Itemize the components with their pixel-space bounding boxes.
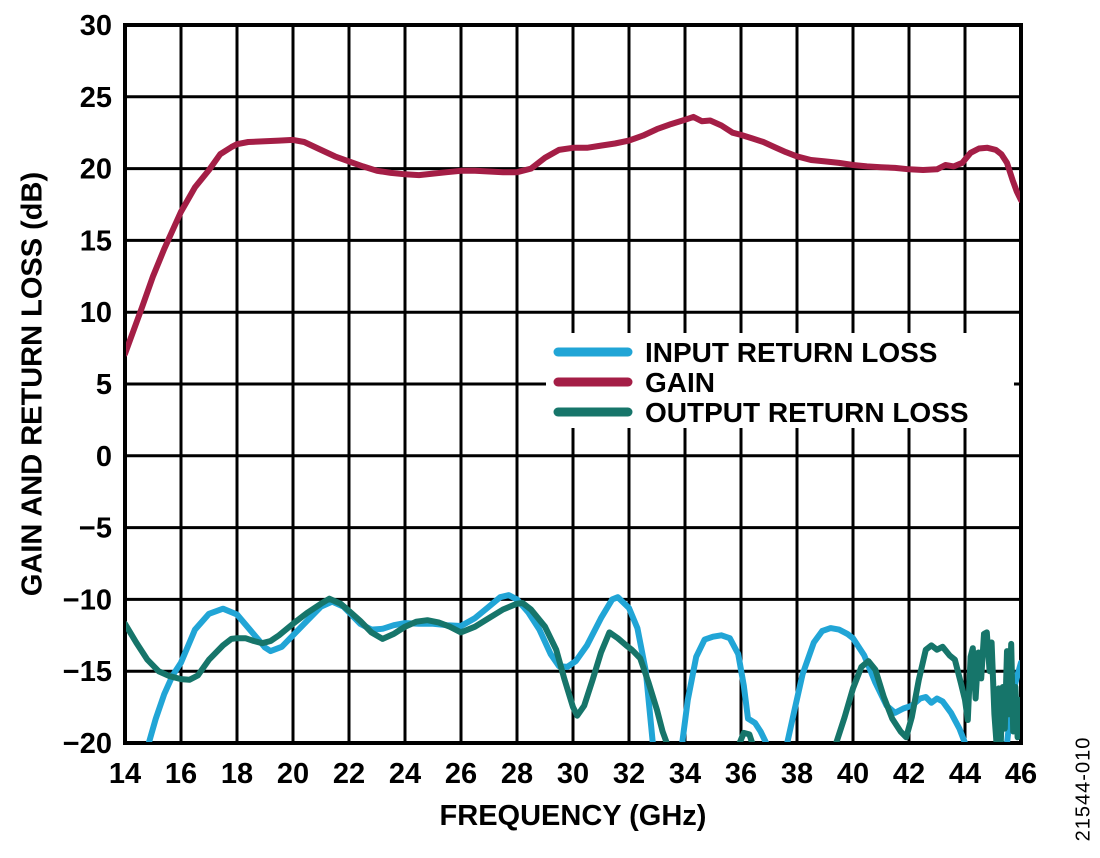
series-line-output-return-loss [833, 629, 1020, 742]
y-tick-label: −15 [63, 656, 112, 688]
plot-border [123, 23, 1023, 745]
x-tick-label: 24 [389, 758, 421, 790]
x-tick-label: 46 [1005, 758, 1037, 790]
y-tick-label: 30 [80, 10, 112, 42]
y-axis-title: GAIN AND RETURN LOSS (dB) [16, 171, 49, 597]
x-tick-label: 26 [445, 758, 477, 790]
y-tick-label: 5 [96, 369, 112, 401]
series-line-output-return-loss [126, 595, 670, 742]
y-tick-label: 10 [80, 297, 112, 329]
y-tick-label: 0 [96, 441, 112, 473]
legend-label-input-return-loss: INPUT RETURN LOSS [645, 337, 937, 368]
x-axis-title: FREQUENCY (GHz) [439, 800, 707, 832]
x-tick-label: 32 [613, 758, 645, 790]
series-line-output-return-loss [736, 729, 756, 742]
y-tick-label: −10 [63, 584, 112, 616]
series-line-input-return-loss [145, 592, 656, 742]
x-tick-label: 20 [277, 758, 309, 790]
x-tick-label: 44 [949, 758, 981, 790]
x-tick-label: 40 [837, 758, 869, 790]
x-tick-label: 38 [781, 758, 813, 790]
y-tick-label: 25 [80, 82, 112, 114]
x-tick-label: 16 [165, 758, 197, 790]
series-line-gain [126, 113, 1020, 357]
figure-number: 21544-010 [1072, 736, 1095, 842]
y-tick-label: 15 [80, 225, 112, 257]
y-tick-label: 20 [80, 154, 112, 186]
x-tick-label: 34 [669, 758, 701, 790]
legend-label-output-return-loss: OUTPUT RETURN LOSS [645, 397, 969, 428]
series-line-input-return-loss [679, 632, 770, 742]
x-tick-label: 18 [221, 758, 253, 790]
y-tick-label: −5 [79, 513, 112, 545]
x-tick-label: 42 [893, 758, 925, 790]
y-tick-label: −20 [63, 728, 112, 760]
x-tick-label: 36 [725, 758, 757, 790]
x-tick-label: 30 [557, 758, 589, 790]
x-tick-label: 28 [501, 758, 533, 790]
series-line-input-return-loss [784, 625, 968, 742]
x-tick-label: 22 [333, 758, 365, 790]
legend-label-gain: GAIN [645, 367, 715, 398]
x-tick-label: 14 [109, 758, 141, 790]
